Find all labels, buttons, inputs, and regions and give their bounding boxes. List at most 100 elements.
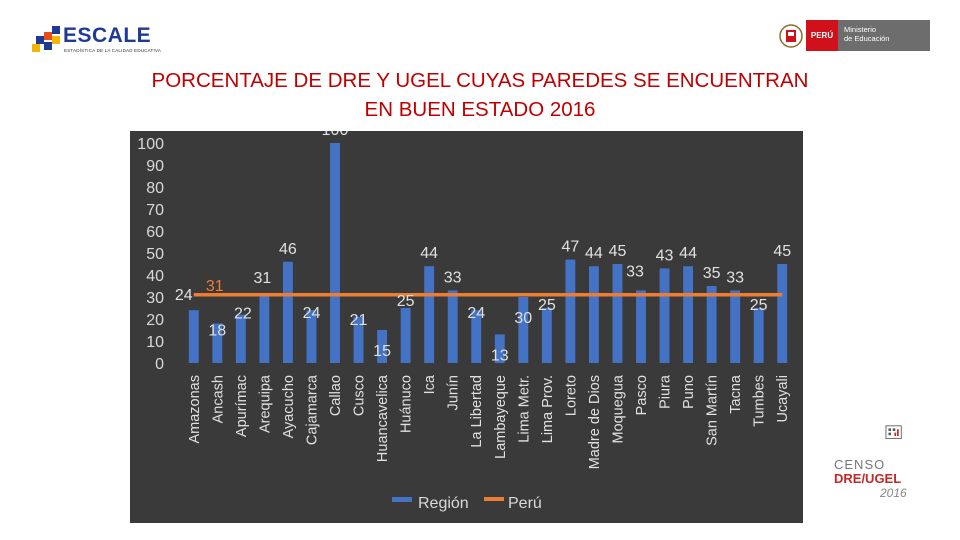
- bar-hu-nuco: [400, 308, 411, 363]
- data-label: 18: [208, 322, 226, 339]
- bar-chart: 0 10 20 30 40 50 60 70 80 90 100 24 18 22 31 46 24 100 21 1…: [137, 131, 791, 512]
- censo-logo-icon: [885, 425, 902, 440]
- data-label: 45: [773, 243, 791, 260]
- peru-coat-of-arms-icon: [779, 24, 803, 48]
- bar-apur-mac: [235, 314, 246, 363]
- data-label: 45: [609, 243, 627, 260]
- legend-label-peru: Perú: [508, 495, 542, 512]
- bar-huancavelica: [377, 330, 388, 363]
- legend-label-region: Región: [418, 495, 469, 512]
- bar-arequipa: [259, 294, 270, 363]
- ministry-name-line1: Ministerio: [844, 25, 877, 34]
- y-tick-label: 70: [146, 202, 164, 219]
- bar-san-mart-n: [706, 286, 717, 363]
- bar-callao: [330, 143, 340, 363]
- data-label: 25: [750, 297, 768, 314]
- data-label: 100: [322, 131, 349, 139]
- escale-logo-icon: [32, 26, 60, 52]
- data-label: 33: [726, 269, 744, 286]
- bar-pasco: [636, 290, 646, 363]
- y-tick-label: 0: [155, 356, 164, 373]
- data-label: 44: [420, 245, 438, 262]
- y-tick-label: 40: [146, 268, 164, 285]
- bar-ica: [424, 266, 435, 363]
- bar-tumbes: [753, 308, 764, 363]
- y-tick-label: 30: [146, 290, 164, 307]
- bar-cajamarca: [306, 310, 317, 363]
- x-tick-label: Tumbes: [752, 375, 768, 427]
- x-tick-label: Puno: [681, 375, 697, 409]
- bar-piura: [659, 268, 670, 363]
- x-tick-label: Cusco: [352, 375, 368, 416]
- x-tick-label: Lima Prov.: [540, 375, 556, 443]
- bar-cusco: [353, 316, 364, 363]
- peru-line-label: 31: [206, 278, 224, 295]
- bar-ucayali: [777, 264, 788, 363]
- slide-title: PORCENTAJE DE DRE Y UGEL CUYAS PAREDES S…: [100, 66, 860, 124]
- x-tick-label: Huánuco: [399, 375, 415, 433]
- legend-swatch-region: [392, 497, 412, 502]
- x-tick-label: Junín: [446, 375, 462, 410]
- y-tick-label: 50: [146, 246, 164, 263]
- x-tick-label: Ancash: [210, 375, 226, 423]
- x-tick-label: Moquegua: [610, 374, 626, 443]
- x-tick-label: San Martín: [705, 375, 721, 446]
- y-tick-label: 90: [146, 158, 164, 175]
- data-label: 44: [679, 245, 697, 262]
- bar-puno: [683, 266, 694, 363]
- data-label: 25: [397, 293, 415, 310]
- data-label: 13: [491, 347, 509, 364]
- x-tick-label: Cajamarca: [304, 374, 320, 445]
- data-label: 31: [253, 270, 271, 287]
- bar-amazonas: [188, 310, 199, 363]
- data-label: 33: [626, 263, 644, 280]
- x-tick-label: Apurímac: [234, 375, 250, 437]
- bar-jun-n: [447, 290, 458, 363]
- data-label: 22: [234, 306, 252, 323]
- bar-lambayeque: [494, 334, 505, 363]
- y-tick-label: 60: [146, 224, 164, 241]
- data-label: 35: [703, 265, 721, 282]
- bar-ayacucho: [282, 261, 293, 363]
- x-tick-label: Ucayali: [775, 375, 791, 423]
- x-tick-label: Lambayeque: [493, 375, 509, 459]
- data-label: 43: [656, 247, 674, 264]
- x-tick-label: Arequipa: [257, 374, 273, 433]
- data-label: 44: [585, 245, 603, 262]
- bar-ancash: [212, 323, 223, 363]
- censo-logo-line2: DRE/UGEL: [834, 471, 902, 486]
- bar-lima-prov-: [541, 308, 552, 363]
- data-label: 25: [538, 297, 556, 314]
- data-label: 47: [561, 239, 579, 256]
- slide-title-line1: PORCENTAJE DE DRE Y UGEL CUYAS PAREDES S…: [151, 69, 809, 92]
- data-label: 46: [279, 241, 297, 258]
- data-label: 21: [350, 312, 368, 329]
- bar-madre-de-dios: [588, 266, 599, 363]
- censo-logo-line1: CENSO: [834, 457, 886, 472]
- x-tick-label: Madre de Dios: [587, 375, 603, 469]
- x-tick-label: Amazonas: [187, 375, 203, 444]
- x-tick-label: Tacna: [728, 374, 744, 414]
- x-tick-label: La Libertad: [469, 375, 485, 448]
- y-tick-label: 10: [146, 334, 164, 351]
- slide-title-line2: EN BUEN ESTADO 2016: [364, 98, 596, 121]
- ministry-name: Ministerio de Educación: [838, 20, 930, 51]
- escale-logo-subtitle: ESTADÍSTICA DE LA CALIDAD EDUCATIVA: [64, 48, 162, 53]
- data-label: 24: [303, 305, 321, 322]
- bar-tacna: [730, 290, 741, 363]
- bar-loreto: [565, 259, 576, 363]
- bar-lima-metr-: [518, 297, 529, 363]
- data-label: 30: [514, 310, 532, 327]
- data-label: 24: [467, 305, 485, 322]
- ministry-badge: PERÚ: [806, 20, 838, 51]
- censo-logo-line3: 2016: [880, 486, 907, 500]
- bar-la-libertad: [471, 310, 482, 363]
- bar-moquegua: [612, 264, 623, 363]
- ministry-name-line2: de Educación: [844, 34, 890, 43]
- x-tick-label: Huancavelica: [375, 374, 391, 462]
- data-label: 33: [444, 269, 462, 286]
- x-tick-label: Piura: [658, 374, 674, 409]
- escale-logo-text: ESCALE: [63, 24, 152, 47]
- data-label: 15: [373, 343, 391, 360]
